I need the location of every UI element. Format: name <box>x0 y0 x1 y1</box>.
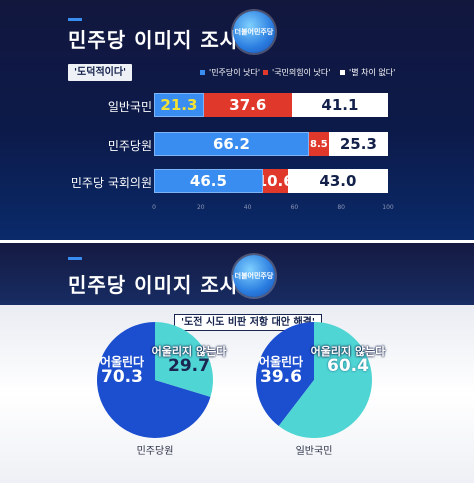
panel-header: 민주당 이미지 조사 (%) 더불어민주당 <box>0 243 474 305</box>
x-tick-label: 100 <box>382 204 394 211</box>
pie-slice <box>256 322 314 427</box>
bar-segment: 8.5 <box>308 132 329 156</box>
legend-swatch-blue <box>200 70 205 75</box>
party-logo: 더불어민주당 <box>233 255 275 297</box>
data-label: 10.6 <box>263 172 288 190</box>
slice-value: 29.7 <box>168 355 210 376</box>
slice-value: 39.6 <box>260 366 302 387</box>
bar-segment: 46.5 <box>154 169 263 193</box>
pie-caption: 민주당원 <box>136 446 174 457</box>
slice-name: 어울린다 <box>99 355 145 369</box>
pie-slice <box>155 322 214 397</box>
bar-segment: 21.3 <box>154 93 204 117</box>
x-tick-label: 40 <box>243 204 252 211</box>
bar-chart-panel: 민주당 이미지 조사 (%) 더불어민주당 '도덕적이다' '민주당이 낫다' … <box>0 0 474 240</box>
slice-name: 어울린다 <box>258 355 304 369</box>
logo-text: 더불어민주당 <box>234 272 274 280</box>
title-accent <box>68 18 82 21</box>
pie-slice <box>97 322 211 438</box>
logo-text: 더불어민주당 <box>234 28 274 36</box>
data-label: 21.3 <box>160 96 198 114</box>
bar-segment: 66.2 <box>154 132 309 156</box>
data-label: 46.5 <box>189 172 227 190</box>
title-accent <box>68 257 82 260</box>
x-tick-label: 0 <box>152 204 156 211</box>
question-tag: '도덕적이다' <box>68 64 133 81</box>
row-label: 일반국민 <box>107 100 152 114</box>
bar-segment: 10.6 <box>262 169 288 193</box>
data-label: 25.3 <box>339 135 377 153</box>
slice-label: 어울리지 않는다 60.4 <box>308 346 388 375</box>
data-label: 37.6 <box>229 96 267 114</box>
panel-body <box>0 305 474 483</box>
slice-label: 어울린다 70.3 <box>97 356 147 386</box>
question-tag: '도전 시도 비판 저항 대안 해결' <box>174 314 322 331</box>
data-label: 43.0 <box>319 172 357 190</box>
slice-value: 60.4 <box>327 355 369 376</box>
bar-segment: 25.3 <box>328 132 388 156</box>
bar-segment: 41.1 <box>291 93 388 117</box>
row-label: 민주당 국회의원 <box>70 176 152 190</box>
slice-name: 어울리지 않는다 <box>151 345 227 358</box>
slice-label: 어울리지 않는다 29.7 <box>149 346 229 375</box>
x-tick-label: 20 <box>196 204 205 211</box>
slice-name: 어울리지 않는다 <box>310 345 386 358</box>
legend-label: '별 차이 없다' <box>349 68 396 77</box>
data-label: 66.2 <box>212 135 250 153</box>
legend-item-1: '민주당이 낫다' <box>200 67 260 78</box>
x-tick-label: 80 <box>337 204 346 211</box>
legend-swatch-white <box>340 70 345 75</box>
bar-segment: 43.0 <box>287 169 389 193</box>
data-label: 41.1 <box>321 96 359 114</box>
data-label: 8.5 <box>309 138 328 150</box>
slice-label: 어울린다 39.6 <box>256 356 306 386</box>
page-title: 민주당 이미지 조사 <box>68 28 240 52</box>
bar-segment: 37.6 <box>203 93 292 117</box>
page-title: 민주당 이미지 조사 <box>68 273 240 297</box>
pie-chart-panel: 민주당 이미지 조사 (%) 더불어민주당 <box>0 243 474 483</box>
row-label: 민주당원 <box>107 139 152 153</box>
legend-label: '민주당이 낫다' <box>209 68 261 77</box>
title-group: 민주당 이미지 조사 (%) <box>68 24 264 53</box>
x-tick-label: 60 <box>290 204 299 211</box>
pie-caption: 일반국민 <box>295 446 333 457</box>
legend-item-3: '별 차이 없다' <box>340 67 395 78</box>
party-logo: 더불어민주당 <box>233 11 275 53</box>
pie-slice <box>278 322 373 438</box>
legend-swatch-red <box>263 70 268 75</box>
legend-label: '국민의힘이 낫다' <box>272 68 331 77</box>
slice-value: 70.3 <box>101 366 143 387</box>
legend-item-2: '국민의힘이 낫다' <box>263 67 330 78</box>
